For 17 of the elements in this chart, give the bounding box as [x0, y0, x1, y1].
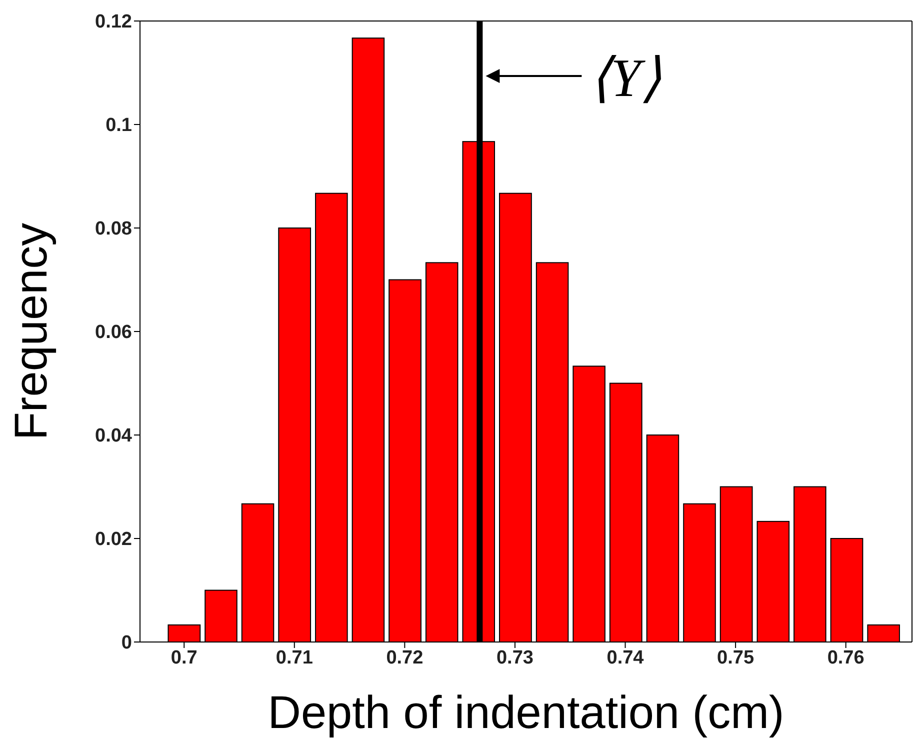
y-tick-label: 0.02 [95, 529, 132, 550]
x-tick-label: 0.71 [276, 647, 314, 668]
x-tick-label: 0.73 [496, 647, 534, 668]
x-tick-label: 0.76 [827, 647, 864, 668]
x-tick-label: 0.75 [717, 647, 754, 668]
x-tick-label: 0.7 [170, 647, 198, 668]
y-axis-title: Frequency [4, 222, 56, 440]
x-tick-label: 0.74 [606, 647, 644, 668]
y-tick-label: 0.06 [95, 322, 132, 344]
y-tick-label: 0.1 [106, 115, 132, 136]
x-axis-title: Depth of indentation (cm) [268, 686, 784, 738]
x-tick-label: 0.72 [386, 647, 424, 668]
y-tick-label: 0.12 [95, 12, 132, 33]
y-tick-label: 0.08 [95, 218, 132, 240]
y-tick-label: 0 [121, 632, 132, 654]
ref-line-label: ⟨Y⟩ [590, 48, 662, 108]
y-tick-label: 0.04 [95, 426, 132, 447]
